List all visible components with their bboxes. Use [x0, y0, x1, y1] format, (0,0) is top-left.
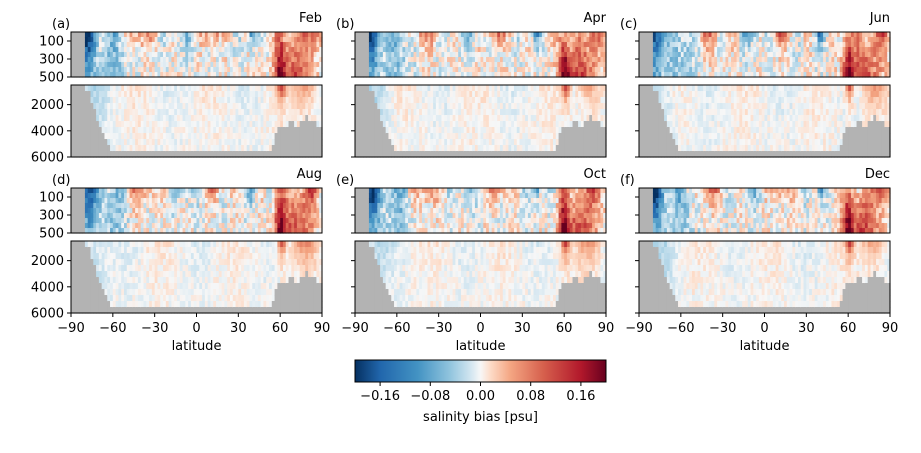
y-tick-label: 4000 — [31, 124, 64, 139]
y-tick-label: 100 — [39, 35, 64, 50]
panels-group: 100 300 500 2000 4000 6000 (a) Feb (b) Apr (c)Jun 1… — [31, 11, 898, 354]
upper-heatmap — [355, 32, 607, 78]
panel-jun: (c)Jun — [620, 11, 891, 158]
panel-month: Apr — [584, 11, 607, 26]
panel-letter: (a) — [52, 17, 70, 32]
y-tick-label: 300 — [39, 53, 64, 68]
panel-letter: (b) — [336, 17, 354, 32]
upper-heatmap — [71, 32, 323, 78]
panel-month: Feb — [299, 11, 322, 26]
y-tick-label: 500 — [39, 71, 64, 86]
panel-feb: 100 300 500 2000 4000 6000 (a) Feb — [31, 11, 323, 166]
panel-apr: (b) Apr — [336, 11, 607, 158]
lower-heatmap — [639, 85, 891, 158]
y-tick-label: 2000 — [31, 98, 64, 113]
y-tick-label: 6000 — [31, 151, 64, 166]
upper-heatmap — [639, 32, 891, 78]
lower-heatmap — [355, 85, 607, 158]
lower-heatmap — [71, 85, 323, 158]
